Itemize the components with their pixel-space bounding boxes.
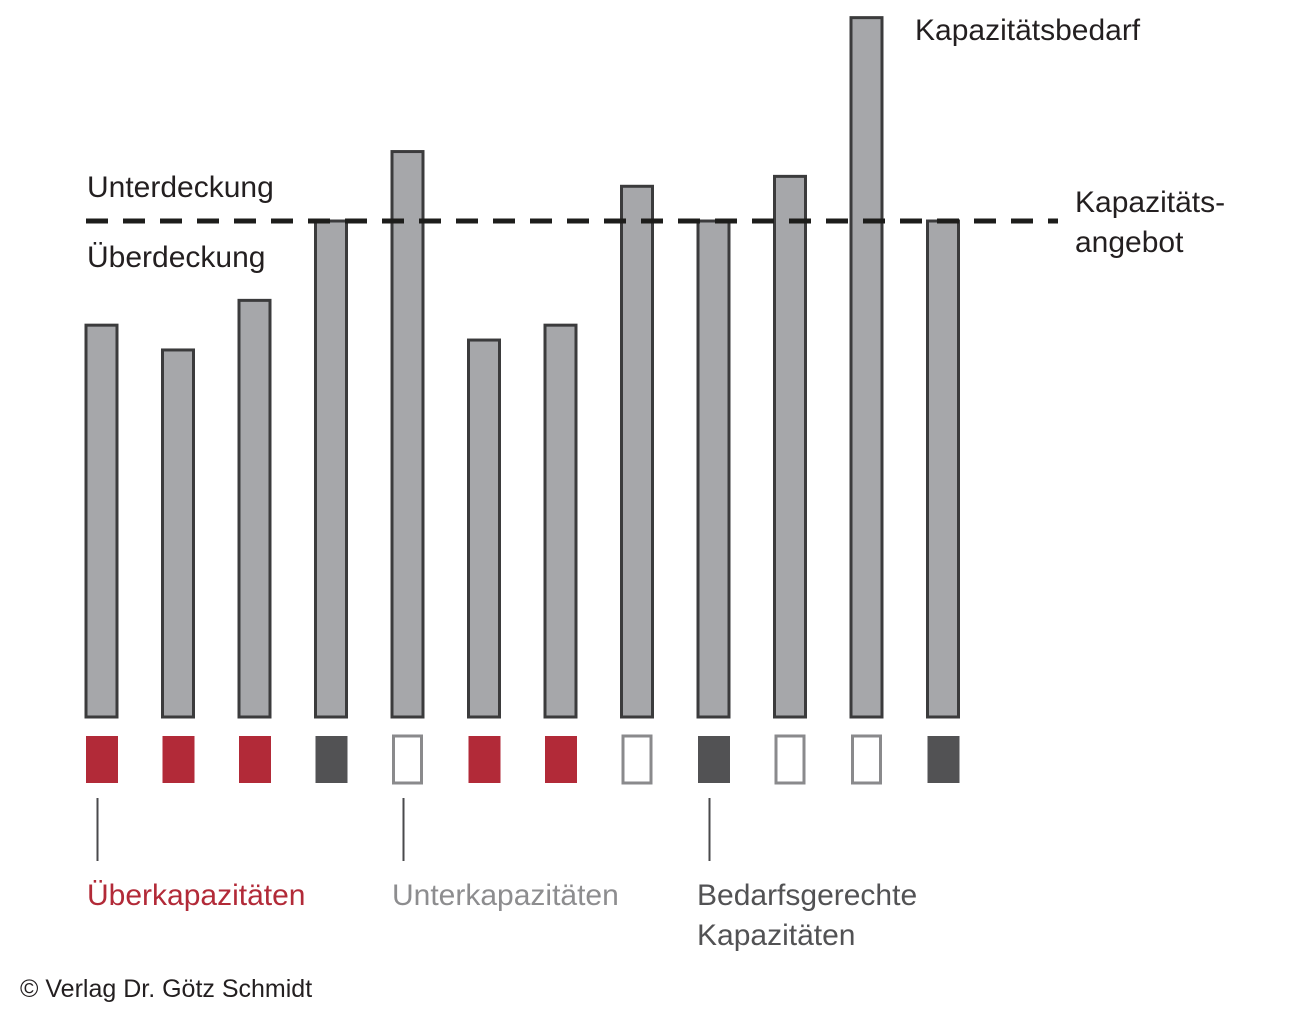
unterdeckung-label: Unterdeckung	[87, 171, 274, 204]
demand-bar-3	[237, 298, 272, 719]
status-marker-10-unter	[774, 734, 806, 785]
legend-ueberkapazitaeten: Überkapazitäten	[87, 879, 306, 912]
demand-bar-1	[84, 323, 119, 719]
copyright-notice: © Verlag Dr. Götz Schmidt	[20, 975, 313, 1003]
status-marker-12-gerecht	[927, 736, 960, 783]
demand-bar-12	[926, 219, 960, 719]
status-marker-7-ueber	[545, 736, 577, 783]
ueberdeckung-label: Überdeckung	[87, 241, 266, 274]
status-marker-11-unter	[851, 734, 882, 785]
status-marker-1-ueber	[86, 736, 118, 783]
status-marker-6-ueber	[468, 736, 501, 783]
status-marker-4-gerecht	[315, 736, 348, 783]
demand-bars	[84, 16, 960, 719]
demand-bar-4	[314, 219, 348, 719]
demand-bar-6	[467, 338, 501, 719]
status-marker-8-unter	[621, 734, 653, 785]
supply-label-line1: Kapazitäts-	[1075, 186, 1226, 219]
legend-bedarfsgerecht: Bedarfsgerechte Kapazitäten	[697, 876, 917, 955]
legend-connectors	[96, 798, 711, 861]
legend-bedarfsgerecht-line1: Bedarfsgerechte	[697, 879, 918, 912]
demand-bar-7	[543, 323, 578, 719]
status-marker-9-gerecht	[698, 736, 730, 783]
supply-label: Kapazitäts- angebot	[1075, 183, 1225, 262]
status-markers	[86, 734, 960, 785]
legend-bedarfsgerecht-line2: Kapazitäten	[697, 918, 856, 952]
status-marker-2-ueber	[162, 736, 195, 783]
demand-bar-10	[773, 174, 807, 719]
demand-bar-8	[620, 184, 654, 719]
legend-unterkapazitaeten: Unterkapazitäten	[392, 879, 619, 912]
demand-label: Kapazitätsbedarf	[915, 14, 1141, 47]
demand-bar-11	[849, 16, 884, 719]
supply-label-line2: angebot	[1075, 225, 1184, 259]
demand-bar-5	[390, 150, 425, 719]
demand-bar-2	[161, 348, 195, 719]
status-marker-5-unter	[392, 734, 423, 785]
status-marker-3-ueber	[239, 736, 271, 783]
demand-bar-9	[696, 219, 731, 719]
